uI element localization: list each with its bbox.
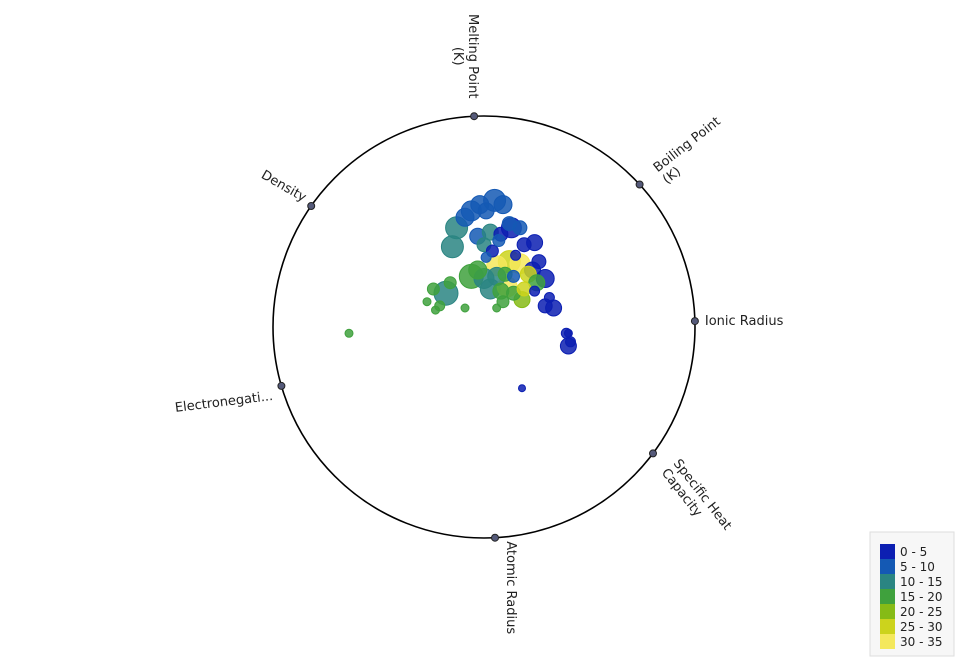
data-point — [344, 328, 354, 338]
legend-label: 10 - 15 — [900, 575, 943, 589]
data-point — [431, 305, 440, 315]
legend-swatch — [880, 574, 895, 589]
anchor-dot — [491, 533, 499, 542]
data-point — [493, 195, 513, 215]
legend-label: 20 - 25 — [900, 605, 943, 619]
legend-swatch — [880, 634, 895, 649]
data-point — [496, 295, 510, 309]
legend-swatch — [880, 544, 895, 559]
anchor-label: Density — [258, 168, 309, 206]
data-point — [455, 207, 475, 227]
anchor-dot — [690, 317, 699, 326]
radviz-circle — [272, 115, 696, 539]
legend-label: 5 - 10 — [900, 560, 935, 574]
legend-swatch — [880, 604, 895, 619]
anchor-dot — [649, 449, 657, 458]
data-point — [518, 384, 526, 393]
data-point — [440, 235, 464, 259]
anchor-dot — [470, 112, 479, 121]
anchor-dot — [277, 381, 286, 390]
data-point — [492, 234, 506, 247]
points-layer — [344, 188, 577, 393]
anchor-label: Electronegati... — [174, 389, 274, 416]
data-point — [531, 254, 547, 270]
data-point — [565, 336, 576, 348]
legend-label: 25 - 30 — [900, 620, 943, 634]
data-point — [516, 281, 532, 297]
legend-swatch — [880, 619, 895, 634]
data-point — [422, 297, 432, 307]
legend-swatch — [880, 589, 895, 604]
data-point — [529, 285, 541, 297]
data-point — [501, 216, 517, 232]
data-point — [510, 249, 522, 261]
data-point — [460, 303, 470, 313]
legend-label: 30 - 35 — [900, 635, 943, 649]
data-point — [480, 251, 492, 263]
anchor-label: Melting Point(K) — [450, 14, 480, 98]
data-point — [477, 202, 495, 220]
legend-swatch — [880, 559, 895, 574]
data-point — [426, 282, 440, 296]
data-point — [443, 276, 457, 290]
data-point — [516, 237, 532, 253]
anchor-dot — [307, 202, 316, 210]
legend-label: 0 - 5 — [900, 545, 927, 559]
data-point — [468, 260, 488, 280]
anchors-layer: Melting Point(K) Boiling Point(K) Ionic Ra… — [174, 14, 783, 634]
legend-label: 15 - 20 — [900, 590, 943, 604]
data-point — [492, 303, 502, 313]
data-point — [563, 328, 573, 338]
data-point — [543, 292, 555, 303]
anchor-label: Atomic Radius — [503, 541, 518, 634]
anchor-dot — [635, 180, 644, 189]
data-point — [507, 269, 520, 283]
anchor-label: Ionic Radius — [705, 314, 784, 329]
anchor-label: Boiling Point(K) — [651, 114, 733, 187]
anchor-label: Specific HeatCapacity — [658, 457, 734, 543]
